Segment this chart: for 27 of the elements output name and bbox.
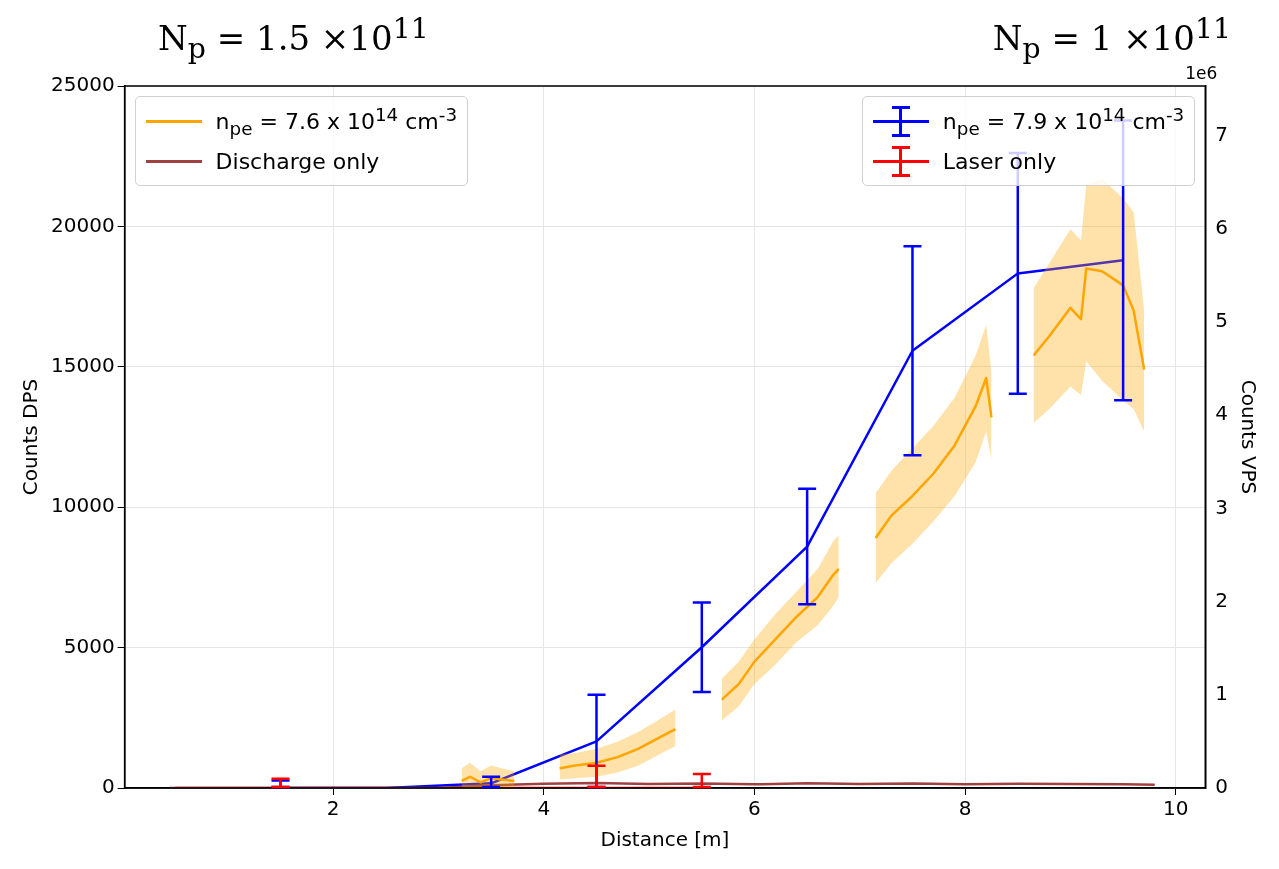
x-axis-title: Distance [m] (600, 827, 730, 852)
y2-axis-title: Counts VPS (1236, 379, 1261, 495)
y-tick-label: 25000 (51, 72, 115, 97)
y2-tick-label: 6 (1215, 214, 1229, 239)
y2-tick-label: 5 (1215, 308, 1229, 333)
y-tick-label: 20000 (51, 212, 115, 237)
y-tick-label: 0 (101, 774, 115, 799)
y-tick-label: 15000 (51, 353, 115, 377)
legend-label: n$_{pe}$ = 7.6 x 10$^{14}$ cm$^{-3}$ (215, 103, 458, 139)
y2-tick-label: 3 (1215, 494, 1229, 519)
x-tick-label: 10 (1163, 796, 1189, 821)
y2-tick-label: 2 (1215, 587, 1229, 612)
legend-label: Discharge only (215, 148, 380, 174)
x-tick-label: 2 (326, 796, 340, 821)
y2-tick-label: 1 (1215, 680, 1229, 705)
y-axis-title: Counts DPS (18, 378, 43, 496)
y-tick-label: 10000 (51, 493, 115, 518)
x-tick-label: 8 (958, 796, 972, 821)
y2-tick-label: 4 (1215, 401, 1229, 426)
chart-title: N$_{p}$ = 1.5 ×10$^{11}$ (158, 12, 429, 66)
x-tick-label: 4 (537, 796, 551, 821)
y2-tick-label: 7 (1215, 121, 1229, 146)
x-tick-label: 6 (748, 796, 761, 821)
y2-tick-label: 0 (1215, 774, 1229, 799)
y-tick-label: 5000 (63, 633, 115, 658)
legend-label: n$_{pe}$ = 7.9 x 10$^{14}$ cm$^{-3}$ (942, 103, 1185, 139)
legend-label: Laser only (942, 148, 1057, 174)
